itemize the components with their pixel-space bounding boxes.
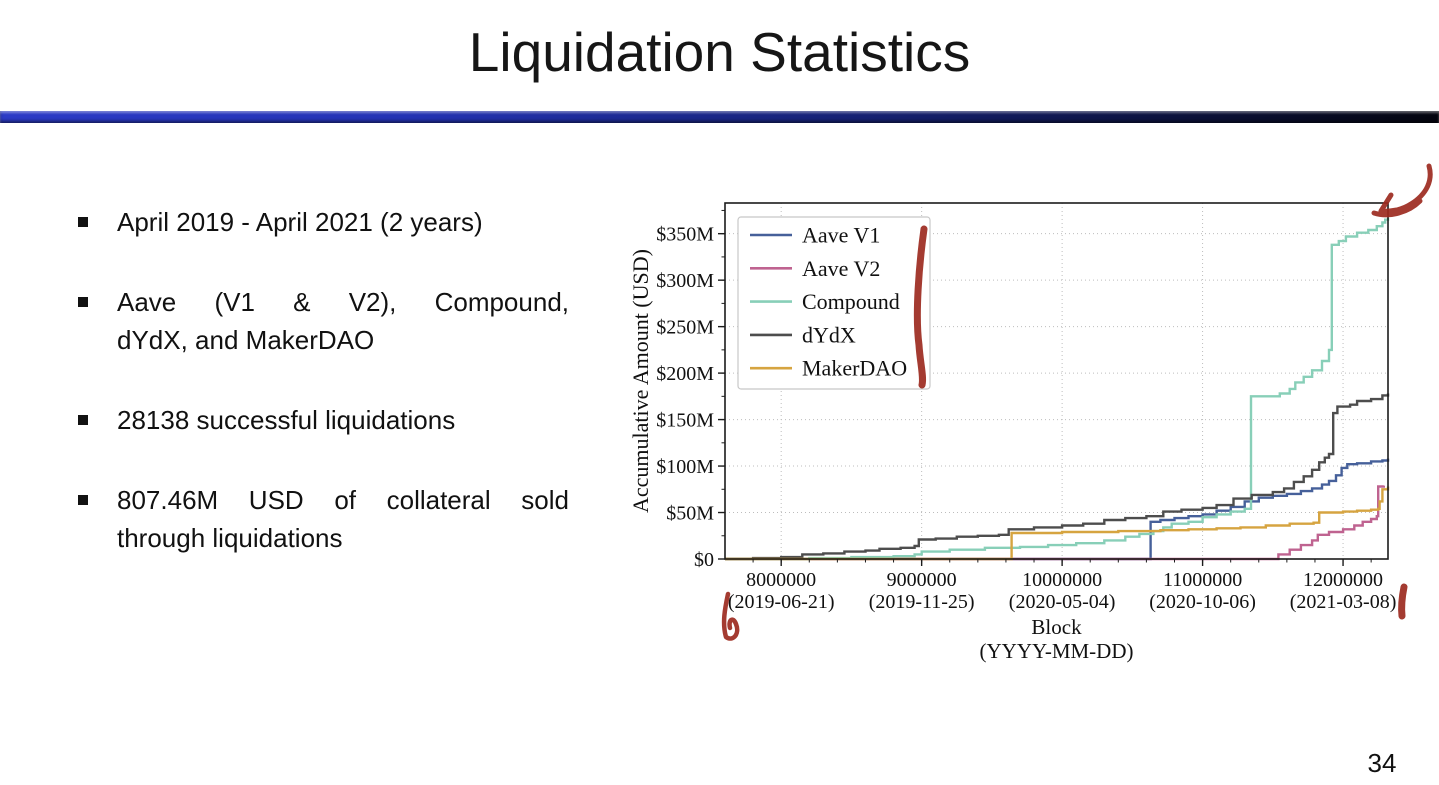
series-lines <box>725 217 1390 561</box>
bullet-list: April 2019 - April 2021 (2 years) Aave (V1… <box>78 203 590 599</box>
title-divider-bar <box>0 111 1439 123</box>
bullet-text: 28138 successful liquidations <box>117 405 456 435</box>
legend-label: Compound <box>802 289 900 314</box>
liquidation-chart-figure: 8000000 (2019-06-21) 9000000 (2019-11-25) 10… <box>620 150 1439 685</box>
bullet-text: 807.46M USD of collateral sold through liquid… <box>117 485 569 553</box>
bullet-item-3: 28138 successful liquidations <box>78 401 590 439</box>
bullet-item-2: Aave (V1 & V2), Compound, dYdX, and MakerDAO <box>78 283 590 359</box>
pen-legend-side-stroke <box>913 225 928 389</box>
legend-entry-aave-v1: Aave V1 <box>750 223 880 248</box>
slide-title: Liquidation Statistics <box>468 21 971 83</box>
y-tick-label: $50M <box>666 503 714 525</box>
y-tick-label: $350M <box>656 224 714 246</box>
legend-label: dYdX <box>802 322 856 347</box>
bullet-item-4: 807.46M USD of collateral sold through liquid… <box>78 481 590 557</box>
series-line-compound <box>725 217 1390 561</box>
legend-entry-compound: Compound <box>750 289 900 314</box>
x-tick-date-label: (2021-03-08) <box>1290 591 1397 613</box>
axes-frame <box>718 202 1389 566</box>
grid-lines <box>725 203 1388 559</box>
x-tick-block-label: 10000000 <box>1022 569 1102 591</box>
y-tick-label: $150M <box>656 410 714 432</box>
bullet-text: April 2019 - April 2021 (2 years) <box>117 207 483 237</box>
pen-bottom-left-squiggle <box>721 591 740 641</box>
x-tick-date-label: (2020-10-06) <box>1149 591 1256 613</box>
bullet-text: Aave (V1 & V2), Compound, dYdX, and MakerDAO <box>117 287 569 355</box>
x-tick-date-label: (2020-05-04) <box>1009 591 1116 613</box>
y-tick-label: $0 <box>694 549 714 571</box>
y-tick-label: $250M <box>656 317 714 339</box>
x-tick-block-label: 9000000 <box>887 569 957 591</box>
chart-svg: 8000000(2019-06-21) 9000000(2019-11-25) 10… <box>628 163 1433 663</box>
legend: Aave V1 Aave V2 Compound dYdX MakerDAO <box>737 216 931 390</box>
y-tick-label: $100M <box>656 456 714 478</box>
series-line-dydx <box>725 393 1390 561</box>
page-number: 34 <box>1367 748 1397 778</box>
y-tick-label: $300M <box>656 270 714 292</box>
x-tick-date-label: (2019-06-21) <box>728 591 835 613</box>
x-tick-block-label: 12000000 <box>1303 569 1383 591</box>
y-tick-label: $200M <box>656 363 714 385</box>
bullet-square-icon <box>78 495 88 505</box>
x-tick-date-label: (2019-11-25) <box>869 591 975 613</box>
bullet-item-1: April 2019 - April 2021 (2 years) <box>78 203 590 241</box>
x-tick-block-label: 8000000 <box>746 569 816 591</box>
legend-label: Aave V1 <box>802 223 880 248</box>
legend-entry-aave-v2: Aave V2 <box>750 256 880 281</box>
y-axis-title: Accumulative Amount (USD) <box>628 249 653 513</box>
legend-label: MakerDAO <box>802 356 907 381</box>
legend-box <box>737 216 931 390</box>
x-tick-block-label: 11000000 <box>1163 569 1242 591</box>
x-axis-title: Block <box>1031 615 1082 639</box>
pen-bottom-right-tick <box>1398 583 1408 620</box>
bullet-square-icon <box>78 217 88 227</box>
pen-top-right-arrow <box>1371 163 1433 218</box>
bullet-square-icon <box>78 297 88 307</box>
axis-tick-labels: 8000000(2019-06-21) 9000000(2019-11-25) 10… <box>628 224 1396 663</box>
series-line-makerdao <box>725 486 1390 561</box>
legend-label: Aave V2 <box>802 256 880 281</box>
legend-entry-dydx: dYdX <box>750 322 856 347</box>
red-pen-annotations <box>721 163 1433 641</box>
x-axis-title-format: (YYYY-MM-DD) <box>980 639 1134 663</box>
legend-entry-makerdao: MakerDAO <box>750 356 907 381</box>
series-line-aave-v1 <box>725 458 1390 561</box>
bullet-square-icon <box>78 415 88 425</box>
series-line-aave-v2 <box>725 485 1385 561</box>
